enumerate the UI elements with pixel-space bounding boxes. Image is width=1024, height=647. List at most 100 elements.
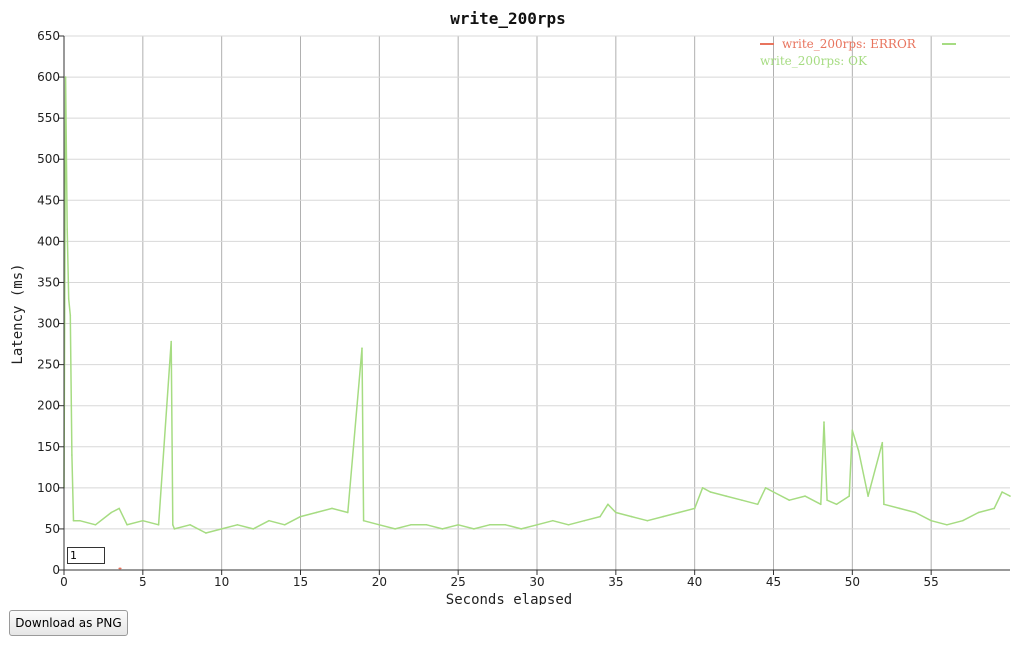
series-ok-point xyxy=(857,450,860,452)
series-ok-point xyxy=(826,499,828,502)
series-ok-point xyxy=(867,495,869,497)
series-ok-point xyxy=(64,76,67,78)
series-ok-point xyxy=(394,528,396,530)
series-ok-point xyxy=(615,511,617,514)
series-ok-point xyxy=(930,519,932,522)
y-tick-label: 350 xyxy=(37,275,60,289)
legend-ok-label: write_200rps: OK xyxy=(760,54,868,68)
series-ok-point xyxy=(361,347,363,350)
series-ok-point xyxy=(851,429,854,432)
series-ok-point xyxy=(914,511,917,514)
y-tick-label: 150 xyxy=(37,440,60,454)
series-ok-point xyxy=(1001,491,1003,493)
chart-title: write_200rps xyxy=(450,9,566,28)
y-tick-label: 250 xyxy=(37,358,60,372)
series-ok-point xyxy=(536,524,538,526)
y-tick-label: 500 xyxy=(37,152,60,166)
y-tick-label: 550 xyxy=(37,111,60,125)
series-ok-point xyxy=(205,532,207,534)
series-ok-point xyxy=(701,487,704,489)
series-ok-point xyxy=(823,421,825,423)
x-tick-label: 0 xyxy=(60,575,68,589)
series-ok-point xyxy=(741,499,743,502)
series-ok-line xyxy=(63,76,1011,534)
series-ok-point xyxy=(362,519,365,522)
series-layer xyxy=(63,76,1011,570)
series-ok-point xyxy=(993,507,995,510)
series-ok-point xyxy=(488,524,491,526)
series-ok-point xyxy=(268,519,270,522)
y-tick-label: 450 xyxy=(37,193,60,207)
series-ok-point xyxy=(977,511,980,514)
series-ok-point xyxy=(772,491,775,493)
series-ok-point xyxy=(764,487,767,489)
series-ok-point xyxy=(883,503,885,506)
x-axis-ticks: 0 5 10 15 20 25 30 35 40 45 50 55 xyxy=(60,570,939,589)
x-tick-label: 10 xyxy=(214,575,229,589)
x-tick-label: 25 xyxy=(451,575,466,589)
series-ok-point xyxy=(457,524,460,526)
series-ok-point xyxy=(820,503,822,506)
series-ok-point xyxy=(315,511,318,514)
series-ok-point xyxy=(94,524,97,526)
x-tick-label: 20 xyxy=(372,575,387,589)
x-tick-label: 45 xyxy=(766,575,781,589)
series-ok-point xyxy=(946,524,948,526)
series-ok-point xyxy=(110,511,113,514)
y-tick-label: 300 xyxy=(37,317,60,331)
series-ok-point xyxy=(898,507,901,510)
series-ok-point xyxy=(126,524,128,526)
x-tick-label: 55 xyxy=(924,575,939,589)
series-ok-point xyxy=(71,454,73,456)
series-ok-point xyxy=(72,519,75,522)
y-tick-label: 400 xyxy=(37,234,60,248)
x-tick-label: 50 xyxy=(845,575,860,589)
chart-legend: write_200rps: ERROR write_200rps: OK xyxy=(760,37,956,68)
y-tick-label: 50 xyxy=(45,522,60,536)
series-error-point xyxy=(118,567,120,570)
series-ok-point xyxy=(79,519,81,522)
series-ok-point xyxy=(441,528,444,530)
series-ok-point xyxy=(1009,495,1011,497)
series-ok-point xyxy=(848,495,850,497)
series-ok-point xyxy=(170,340,172,343)
series-ok-point xyxy=(646,519,649,522)
series-ok-point xyxy=(236,524,239,526)
smoothing-roller-input[interactable] xyxy=(67,547,105,564)
series-ok-point xyxy=(410,524,412,526)
series-ok-point xyxy=(69,314,72,317)
x-tick-label: 40 xyxy=(687,575,702,589)
series-ok-point xyxy=(693,507,696,510)
series-ok-point xyxy=(347,511,349,514)
x-tick-label: 35 xyxy=(608,575,623,589)
y-tick-label: 600 xyxy=(37,70,60,84)
y-tick-label: 200 xyxy=(37,399,60,413)
x-tick-label: 15 xyxy=(293,575,308,589)
y-tick-label: 100 xyxy=(37,481,60,495)
series-ok-point xyxy=(756,503,759,506)
legend-error-label: write_200rps: ERROR xyxy=(782,37,917,51)
series-ok-point xyxy=(118,507,120,510)
y-tick-label: 650 xyxy=(37,29,60,43)
y-tick-label: 0 xyxy=(52,563,60,577)
series-ok-point xyxy=(252,528,254,530)
series-ok-point xyxy=(662,515,664,518)
series-ok-point xyxy=(835,503,838,506)
x-tick-label: 30 xyxy=(529,575,544,589)
y-axis-title: Latency (ms) xyxy=(10,263,26,364)
series-ok-point xyxy=(504,524,507,526)
series-ok-point xyxy=(881,441,884,444)
series-ok-point xyxy=(520,528,522,530)
series-ok-point xyxy=(425,524,428,526)
series-ok-point xyxy=(331,507,333,510)
y-axis-ticks: 0 50 100 150 200 250 300 350 400 450 500 550 600 650 xyxy=(37,29,64,577)
series-ok-point xyxy=(630,515,633,518)
series-ok-point xyxy=(552,519,554,522)
series-ok-point xyxy=(142,519,144,522)
download-png-button[interactable]: Download as PNG xyxy=(9,610,128,636)
series-ok-point xyxy=(220,528,223,530)
series-ok-point xyxy=(173,528,176,530)
series-ok-point xyxy=(599,515,601,518)
latency-chart: write_200rps 0 5 10 15 20 25 30 35 40 45 50 55 0 50 1… xyxy=(10,9,1011,605)
series-ok-point xyxy=(567,524,570,526)
